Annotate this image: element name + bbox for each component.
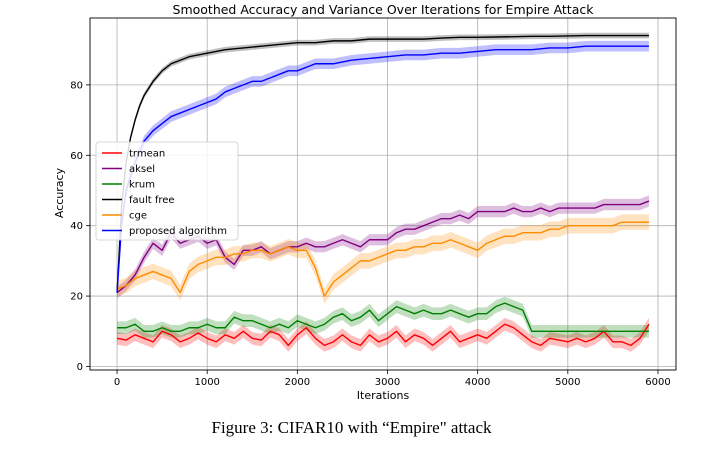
series-line-aksel (116, 200, 650, 294)
legend-label: krum (129, 180, 155, 191)
y-ticks: 0 20 40 60 80 (70, 80, 90, 373)
x-axis-label: Iterations (357, 389, 410, 402)
legend: trmean aksel krum fault free cge proposed alg… (95, 141, 239, 241)
x-tick-label: 2000 (285, 377, 310, 388)
y-tick-label: 0 (77, 362, 83, 373)
variance-band-trmean (117, 317, 649, 352)
y-tick-label: 60 (70, 151, 83, 162)
x-ticks: 0 1000 2000 3000 4000 5000 6000 (114, 370, 671, 388)
legend-box (95, 141, 239, 241)
figure-caption: Figure 3: CIFAR10 with “Empire" attack (211, 418, 492, 437)
series-line-krum (117, 302, 649, 332)
y-tick-label: 80 (70, 80, 83, 91)
y-tick-label: 40 (70, 221, 83, 232)
legend-label: aksel (129, 164, 155, 175)
legend-label: cge (129, 211, 147, 222)
series-line-proposed-algorithm (116, 45, 649, 293)
x-tick-label: 4000 (465, 377, 490, 388)
axes (89, 17, 677, 371)
legend-label: fault free (129, 195, 175, 206)
x-tick-label: 1000 (194, 377, 219, 388)
plot-frame (89, 17, 677, 371)
x-tick-label: 6000 (645, 377, 670, 388)
series-line-trmean (116, 323, 650, 347)
series-line-fault-free (116, 34, 649, 293)
x-tick-label: 0 (114, 377, 120, 388)
variance-band-aksel (117, 195, 649, 299)
y-axis-label: Accuracy (53, 167, 66, 218)
chart-title: Smoothed Accuracy and Variance Over Iter… (173, 2, 595, 17)
chart: Smoothed Accuracy and Variance Over Iter… (53, 2, 677, 402)
x-tick-label: 5000 (555, 377, 580, 388)
x-tick-label: 3000 (375, 377, 400, 388)
variance-band-cge (117, 214, 649, 304)
y-tick-label: 20 (70, 292, 83, 303)
legend-label: trmean (129, 149, 165, 160)
series-line-cge (116, 221, 649, 297)
legend-label: proposed algorithm (129, 226, 227, 237)
series-lines (116, 34, 650, 347)
